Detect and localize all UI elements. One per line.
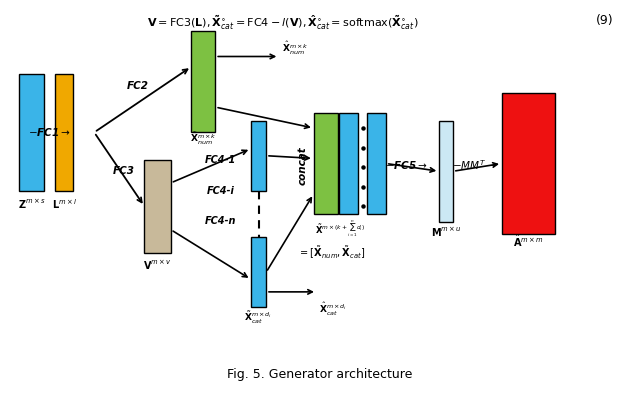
Text: $\mathbf{Z}^{m\times s}$: $\mathbf{Z}^{m\times s}$ [18, 198, 45, 211]
Bar [251, 237, 266, 307]
Text: concat: concat [298, 146, 308, 185]
Text: FC3: FC3 [113, 166, 134, 176]
Text: $-$FC1$\rightarrow$: $-$FC1$\rightarrow$ [28, 125, 70, 138]
Bar [19, 74, 44, 191]
Bar [191, 31, 215, 132]
Text: Fig. 5. Generator architecture: Fig. 5. Generator architecture [227, 368, 413, 382]
Bar [439, 121, 453, 222]
Text: $\mathbf{M}^{m\times u}$: $\mathbf{M}^{m\times u}$ [431, 226, 461, 239]
Text: $\mathbf{V}^{m\times v}$: $\mathbf{V}^{m\times v}$ [143, 259, 172, 272]
Bar [145, 160, 171, 253]
Text: (9): (9) [596, 14, 614, 27]
Text: $\hat{\mathbf{X}}^{m\times k}_{num}$: $\hat{\mathbf{X}}^{m\times k}_{num}$ [282, 40, 308, 57]
Bar [55, 74, 73, 191]
Text: FC4-i: FC4-i [207, 186, 235, 196]
Bar [367, 113, 386, 214]
Text: $=[\tilde{\mathbf{X}}_{num},\tilde{\mathbf{X}}_{cat}]$: $=[\tilde{\mathbf{X}}_{num},\tilde{\math… [298, 244, 365, 260]
Bar [339, 113, 358, 214]
Text: $-$FC5$\rightarrow$: $-$FC5$\rightarrow$ [385, 160, 428, 172]
Text: FC4-1: FC4-1 [205, 154, 237, 165]
Bar [314, 113, 337, 214]
Text: $\tilde{\mathbf{X}}^{m\times(k+\sum_{i=1}^{n}d_i)}$: $\tilde{\mathbf{X}}^{m\times(k+\sum_{i=1… [315, 219, 365, 239]
Text: $\tilde{\mathbf{X}}^{m\times k}_{num}$: $\tilde{\mathbf{X}}^{m\times k}_{num}$ [190, 131, 217, 148]
Text: $\hat{\mathbf{X}}^{m\times d_i}_{cat}$: $\hat{\mathbf{X}}^{m\times d_i}_{cat}$ [319, 301, 347, 318]
Text: $-MM^T\rightarrow$: $-MM^T\rightarrow$ [452, 158, 497, 172]
Text: FC2: FC2 [127, 81, 149, 91]
Text: $\tilde{\mathbf{X}}^{m\times d_i}_{cat}$: $\tilde{\mathbf{X}}^{m\times d_i}_{cat}$ [244, 310, 273, 326]
Text: FC4-n: FC4-n [205, 216, 237, 226]
Text: $\mathbf{V} = \mathrm{FC3}(\mathbf{L}), \mathbf{\tilde{X}}^{\circ}_{cat} = \math: $\mathbf{V} = \mathrm{FC3}(\mathbf{L}), … [147, 14, 418, 32]
Text: $\mathbf{L}^{m\times l}$: $\mathbf{L}^{m\times l}$ [51, 197, 77, 211]
Text: $\hat{\mathbf{A}}^{m\times m}$: $\hat{\mathbf{A}}^{m\times m}$ [513, 232, 543, 249]
Bar [251, 121, 266, 191]
Bar [502, 93, 556, 233]
